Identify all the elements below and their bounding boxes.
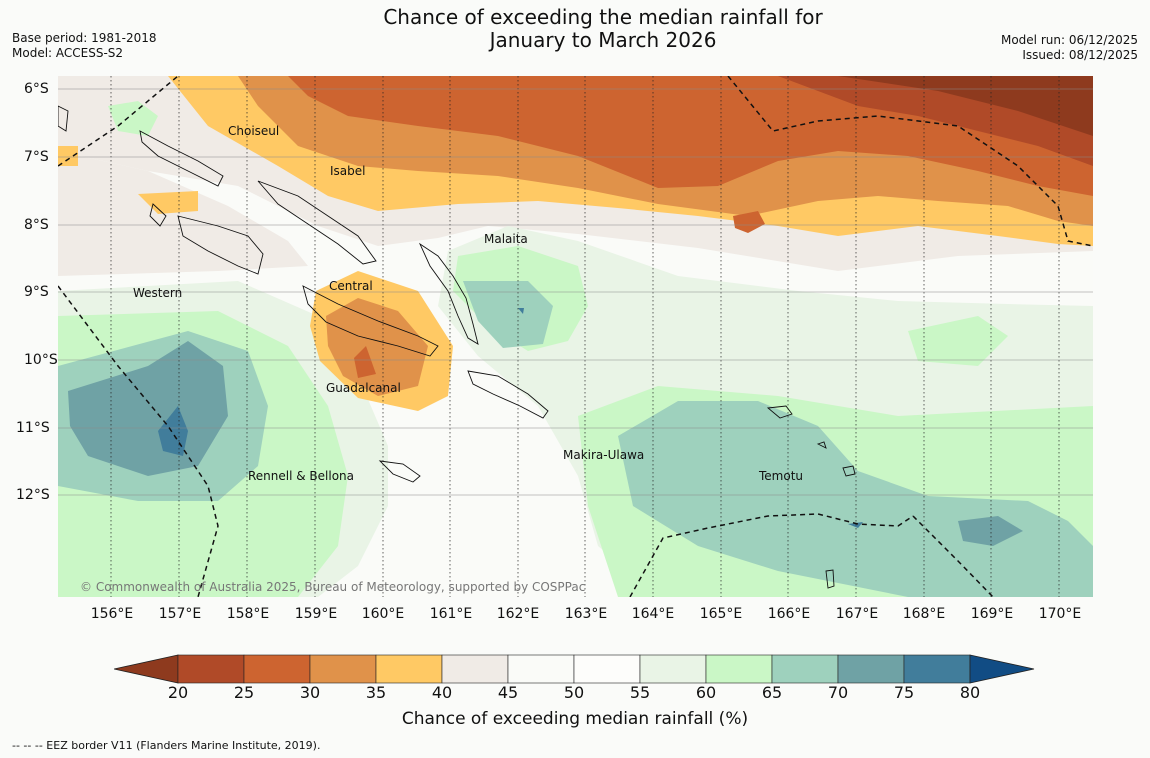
lon-label: 168°E (902, 606, 946, 622)
colorbar-swatch (177, 654, 245, 684)
lon-label: 163°E (564, 606, 608, 622)
colorbar-tick: 25 (233, 683, 255, 702)
colorbar-tick: 50 (563, 683, 585, 702)
colorbar-swatch (441, 654, 509, 684)
colorbar-swatch (309, 654, 377, 684)
colorbar-label: Chance of exceeding median rainfall (%) (401, 709, 749, 729)
base-period: Base period: 1981-2018 (12, 31, 157, 45)
lat-label: 9°S (24, 284, 49, 300)
colorbar-arrow-high (969, 654, 1035, 684)
lat-label: 12°S (16, 487, 50, 503)
colorbar-swatch (507, 654, 575, 684)
copyright-notice: © Commonwealth of Australia 2025, Bureau… (80, 580, 586, 594)
colorbar-tick: 20 (167, 683, 189, 702)
colorbar-tick: 35 (365, 683, 387, 702)
colorbar-tick: 40 (431, 683, 453, 702)
province-malaita: Malaita (484, 232, 528, 246)
province-western: Western (133, 286, 183, 300)
colorbar-swatch (639, 654, 707, 684)
lon-label: 157°E (158, 606, 202, 622)
colorbar-swatch (837, 654, 905, 684)
colorbar-swatch (771, 654, 839, 684)
lon-label: 161°E (429, 606, 473, 622)
lon-label: 158°E (226, 606, 270, 622)
colorbar-swatch (573, 654, 641, 684)
lat-label: 10°S (24, 352, 58, 368)
model-name: Model: ACCESS-S2 (12, 46, 124, 60)
lon-label: 165°E (699, 606, 743, 622)
colorbar-swatch (903, 654, 971, 684)
lon-label: 170°E (1038, 606, 1082, 622)
lat-label: 7°S (24, 149, 49, 165)
colorbar-tick: 30 (299, 683, 321, 702)
issued-date: Issued: 08/12/2025 (1022, 48, 1138, 62)
lon-label: 164°E (631, 606, 675, 622)
lon-label: 169°E (970, 606, 1014, 622)
province-guadalcanal: Guadalcanal (326, 381, 401, 395)
colorbar-swatch (243, 654, 311, 684)
colorbar-tick: 60 (695, 683, 717, 702)
colorbar-swatch (375, 654, 443, 684)
map-title-line2: January to March 2026 (489, 28, 717, 52)
lat-label: 11°S (16, 420, 50, 436)
eez-footnote: -- -- -- EEZ border V11 (Flanders Marine… (12, 739, 321, 752)
colorbar-swatch (705, 654, 773, 684)
lon-label: 160°E (361, 606, 405, 622)
lon-label: 167°E (835, 606, 879, 622)
rainfall-map (58, 76, 1093, 597)
colorbar-tick: 80 (959, 683, 981, 702)
province-temotu: Temotu (759, 469, 804, 483)
colorbar-tick: 45 (497, 683, 519, 702)
province-central: Central (329, 279, 373, 293)
colorbar (114, 654, 1035, 684)
colorbar-arrow-low (114, 654, 179, 684)
lon-label: 159°E (294, 606, 338, 622)
lat-label: 8°S (24, 217, 49, 233)
province-choiseul: Choiseul (228, 124, 280, 138)
colorbar-tick: 70 (827, 683, 849, 702)
lon-label: 166°E (767, 606, 811, 622)
lat-label: 6°S (24, 81, 49, 97)
colorbar-tick: 55 (629, 683, 651, 702)
colorbar-tick: 65 (761, 683, 783, 702)
lon-label: 156°E (90, 606, 134, 622)
map-title-line1: Chance of exceeding the median rainfall … (383, 5, 823, 29)
model-run: Model run: 06/12/2025 (1000, 33, 1138, 47)
colorbar-tick: 75 (893, 683, 915, 702)
province-makira-ulawa: Makira-Ulawa (563, 448, 645, 462)
lon-label: 162°E (496, 606, 540, 622)
province-rennell-bellona: Rennell & Bellona (248, 469, 355, 483)
province-isabel: Isabel (330, 164, 366, 178)
